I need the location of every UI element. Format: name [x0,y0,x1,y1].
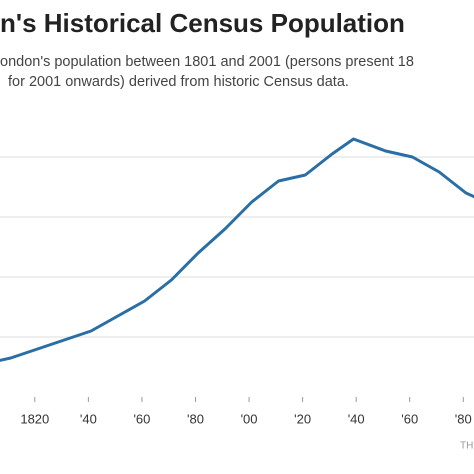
plot-area [0,137,474,362]
x-tick-label: 1820 [20,411,49,426]
x-tick-label: '20 [294,411,311,426]
x-tick-label: '40 [80,411,97,426]
x-tick-label: '00 [241,411,258,426]
line [0,137,474,362]
subtitle: ondon's population between 1801 and 2001… [0,54,414,70]
chart-title: n's Historical Census Population [0,8,405,38]
x-tick-label: '60 [133,411,150,426]
subtitle: for 2001 onwards) derived from historic … [8,74,349,90]
x-tick-label: '60 [401,411,418,426]
x-tick-label: '40 [348,411,365,426]
x-tick-label: '80 [187,411,204,426]
x-tick-label: '80 [455,411,472,426]
credit: TH [460,441,473,452]
